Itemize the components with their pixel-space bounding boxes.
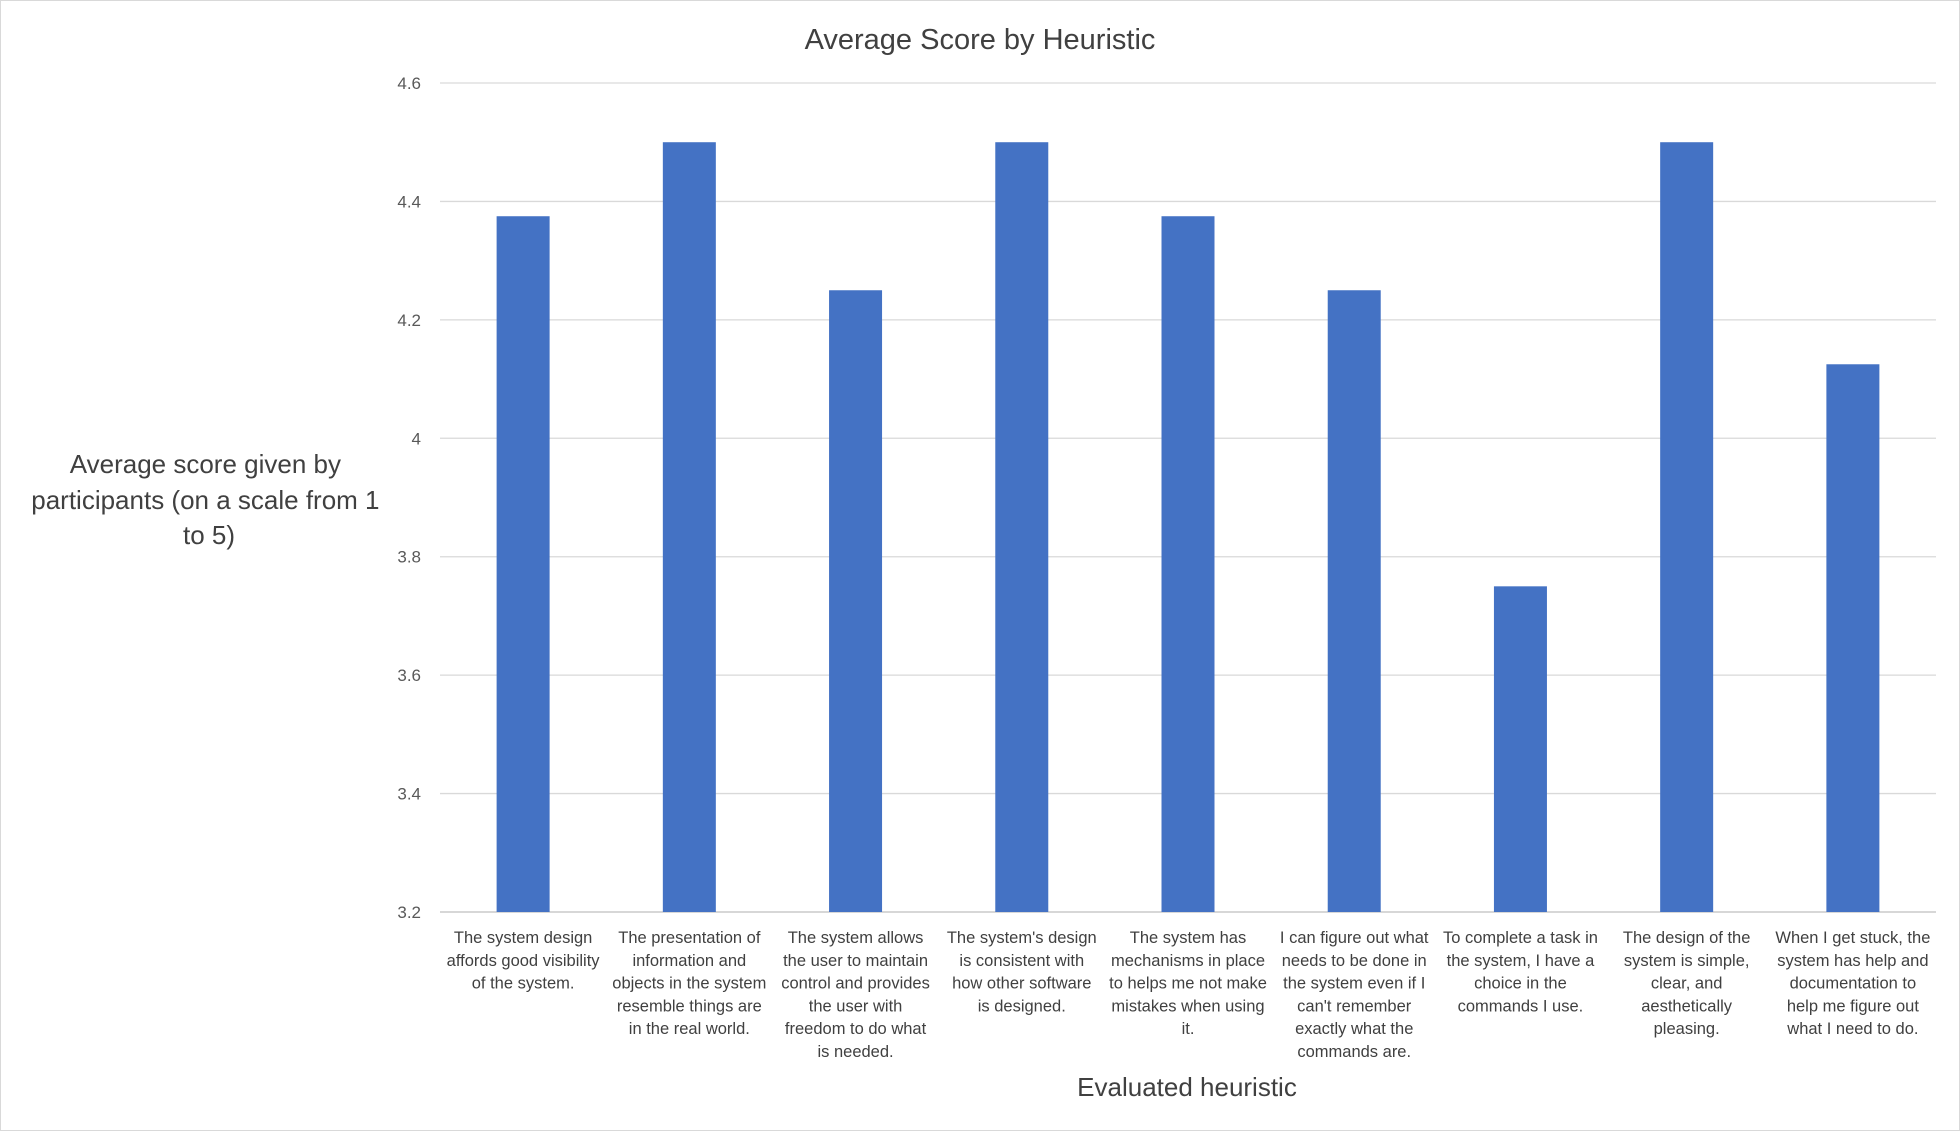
category-label-line: the system even if I xyxy=(1283,975,1425,993)
category-label-line: how other software xyxy=(952,975,1091,993)
category-label-line: it. xyxy=(1182,1020,1195,1038)
category-label-line: clear, and xyxy=(1651,975,1723,993)
category-label-line: pleasing. xyxy=(1654,1020,1720,1038)
category-label-line: exactly what the xyxy=(1295,1020,1413,1038)
bar xyxy=(1660,142,1714,912)
category-labels: The system design affords good visibility… xyxy=(447,929,1931,1061)
category-label: The system has mechanisms in place to help… xyxy=(1109,929,1267,1038)
category-label-line: mistakes when using xyxy=(1111,997,1264,1015)
category-label: The system design affords good visibility… xyxy=(447,929,601,993)
category-label-line: affords good visibility xyxy=(447,952,601,970)
category-label-line: aesthetically xyxy=(1641,997,1733,1015)
category-label: The presentation of information and object… xyxy=(612,929,766,1038)
y-tick-label: 3.6 xyxy=(397,666,421,685)
category-label-line: mechanisms in place xyxy=(1111,952,1265,970)
category-label-line: commands I use. xyxy=(1458,997,1584,1015)
category-label-line: what I need to do. xyxy=(1786,1020,1918,1038)
bar xyxy=(496,216,550,912)
category-label-line: The system has xyxy=(1130,929,1246,947)
category-label: The design of the system is simple, clear,… xyxy=(1623,929,1751,1038)
bar xyxy=(829,290,883,912)
y-axis-title: Average score given by participants (on … xyxy=(31,449,387,550)
category-label-line: The system design xyxy=(454,929,592,947)
category-label-line: of the system. xyxy=(472,975,575,993)
bar xyxy=(1826,364,1880,913)
category-label-line: The system's design xyxy=(947,929,1097,947)
category-label-line: The design of the xyxy=(1623,929,1751,947)
y-axis-title-line-3: to 5) xyxy=(183,520,235,550)
category-label-line: resemble things are xyxy=(617,997,762,1015)
bar xyxy=(1327,290,1381,912)
y-tick-label: 3.8 xyxy=(397,548,421,567)
y-axis-title-line-1: Average score given by xyxy=(70,449,341,479)
category-label-line: help me figure out xyxy=(1787,997,1919,1015)
category-label-line: The presentation of xyxy=(618,929,761,947)
category-label-line: to helps me not make xyxy=(1109,975,1267,993)
y-axis-title-line-2: participants (on a scale from 1 xyxy=(31,485,379,515)
bar xyxy=(995,142,1049,912)
category-label-line: The system allows xyxy=(788,929,924,947)
category-label-line: is consistent with xyxy=(959,952,1084,970)
category-label-line: in the real world. xyxy=(629,1020,750,1038)
bars xyxy=(496,142,1880,913)
category-label-line: commands are. xyxy=(1297,1043,1411,1061)
category-label: To complete a task in the system, I have … xyxy=(1443,929,1598,1015)
bar xyxy=(1493,586,1547,912)
category-label-line: I can figure out what xyxy=(1280,929,1429,947)
category-label-line: the system, I have a xyxy=(1447,952,1595,970)
category-label-line: objects in the system xyxy=(612,975,766,993)
y-tick-label: 4.4 xyxy=(397,192,421,211)
category-label-line: the user with xyxy=(809,997,903,1015)
y-tick-label: 4 xyxy=(412,429,421,448)
y-tick-label: 4.2 xyxy=(397,311,421,330)
category-label-line: can't remember xyxy=(1297,997,1412,1015)
y-tick-label: 3.2 xyxy=(397,903,421,922)
category-label-line: To complete a task in xyxy=(1443,929,1598,947)
category-label-line: control and provides xyxy=(781,975,930,993)
chart-title: Average Score by Heuristic xyxy=(805,24,1156,56)
y-tick-labels: 3.2 3.4 3.6 3.8 4 4.2 4.4 4.6 xyxy=(397,74,421,922)
category-label-line: When I get stuck, the xyxy=(1775,929,1930,947)
category-label-line: freedom to do what xyxy=(785,1020,927,1038)
x-axis-title: Evaluated heuristic xyxy=(1077,1072,1297,1102)
bar xyxy=(662,142,716,912)
category-label: The system allows the user to maintain con… xyxy=(781,929,930,1061)
y-tick-label: 3.4 xyxy=(397,785,421,804)
y-tick-label: 4.6 xyxy=(397,74,421,93)
category-label-line: is designed. xyxy=(978,997,1066,1015)
category-label: I can figure out what needs to be done in… xyxy=(1280,929,1429,1061)
category-label-line: system is simple, xyxy=(1624,952,1750,970)
category-label-line: system has help and xyxy=(1777,952,1928,970)
category-label-line: choice in the xyxy=(1474,975,1567,993)
category-label-line: documentation to xyxy=(1790,975,1917,993)
category-label: The system's design is consistent with how… xyxy=(947,929,1097,1015)
category-label-line: information and xyxy=(632,952,746,970)
category-label: When I get stuck, the system has help and… xyxy=(1775,929,1930,1038)
category-label-line: the user to maintain xyxy=(783,952,928,970)
bar xyxy=(1161,216,1215,912)
category-label-line: is needed. xyxy=(817,1043,893,1061)
category-label-line: needs to be done in xyxy=(1282,952,1427,970)
